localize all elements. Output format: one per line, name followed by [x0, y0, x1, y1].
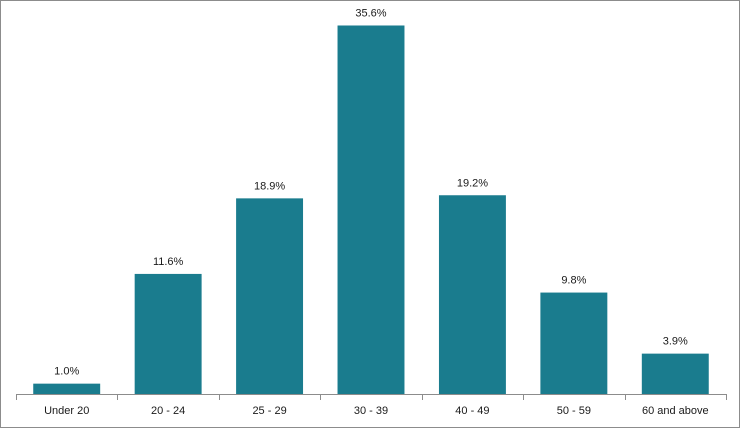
- data-label-3: 35.6%: [355, 7, 386, 19]
- x-tick-label-3: 30 - 39: [354, 405, 388, 417]
- data-label-2: 18.9%: [254, 180, 285, 192]
- data-label-4: 19.2%: [457, 177, 488, 189]
- data-label-1: 11.6%: [153, 256, 184, 268]
- data-label-5: 9.8%: [561, 275, 586, 287]
- data-label-6: 3.9%: [663, 336, 688, 348]
- bar-3: [337, 25, 405, 395]
- x-tick-label-5: 50 - 59: [557, 405, 591, 417]
- x-tick-label-0: Under 20: [44, 405, 89, 417]
- x-axis-labels-group: Under 20 20 - 24 25 - 29 30 - 39 40 - 49 50 -…: [44, 405, 709, 417]
- bar-4: [438, 195, 506, 394]
- bars-group: [33, 25, 709, 395]
- data-labels-group: 1.0% 11.6% 18.9% 35.6% 19.2% 9.8% 3.9%: [54, 7, 688, 377]
- bar-2: [236, 198, 304, 394]
- bar-6: [641, 353, 709, 394]
- x-tick-label-2: 25 - 29: [252, 405, 286, 417]
- x-tick-label-6: 60 and above: [642, 405, 709, 417]
- data-label-0: 1.0%: [54, 366, 79, 378]
- x-axis-ticks-group: [16, 394, 727, 400]
- bar-5: [540, 292, 608, 394]
- bar-0: [33, 383, 101, 394]
- bar-1: [134, 273, 202, 394]
- x-tick-label-4: 40 - 49: [455, 405, 489, 417]
- x-tick-label-1: 20 - 24: [151, 405, 185, 417]
